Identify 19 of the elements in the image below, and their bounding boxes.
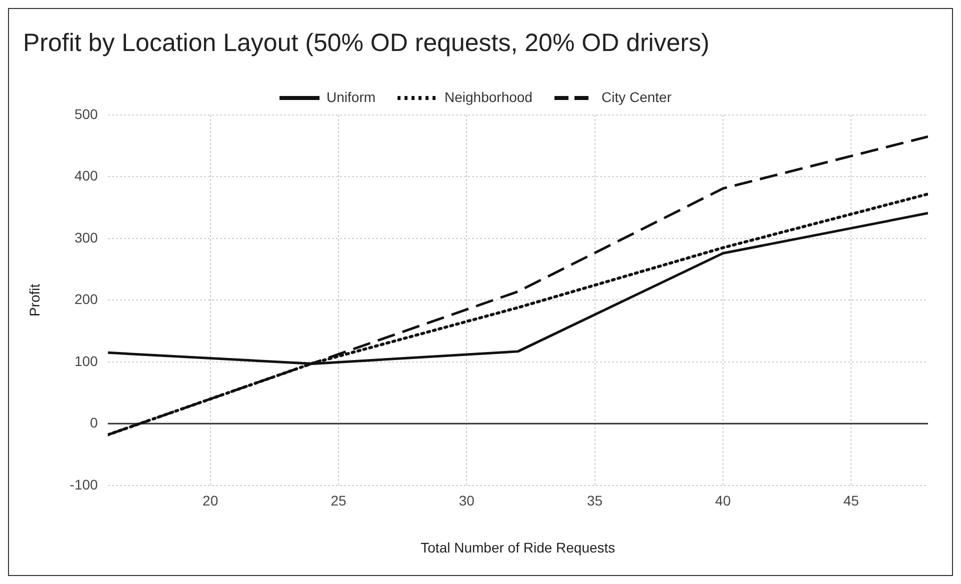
x-tick-label: 35	[587, 492, 603, 509]
legend-label: Neighborhood	[444, 88, 532, 105]
y-tick-label: 100	[74, 352, 98, 369]
chart-title: Profit by Location Layout (50% OD requests, 20% OD drivers)	[23, 28, 710, 57]
y-tick-label: 0	[90, 414, 98, 431]
x-tick-label: 30	[458, 492, 475, 509]
y-tick-label: 500	[74, 106, 98, 122]
y-tick-label: 200	[74, 291, 98, 308]
y-tick-label: -100	[70, 476, 98, 492]
y-tick-label: 400	[74, 168, 98, 184]
x-tick-label: 45	[843, 492, 860, 509]
x-tick-label: 40	[715, 492, 731, 509]
y-axis-title: Profit	[26, 284, 42, 317]
x-tick-label: 20	[202, 492, 218, 509]
legend-label: City Center	[601, 88, 672, 105]
x-axis-title: Total Number of Ride Requests	[420, 539, 616, 556]
x-tick-label: 25	[330, 492, 346, 509]
legend-label: Uniform	[326, 88, 376, 105]
y-tick-label: 300	[74, 229, 98, 246]
